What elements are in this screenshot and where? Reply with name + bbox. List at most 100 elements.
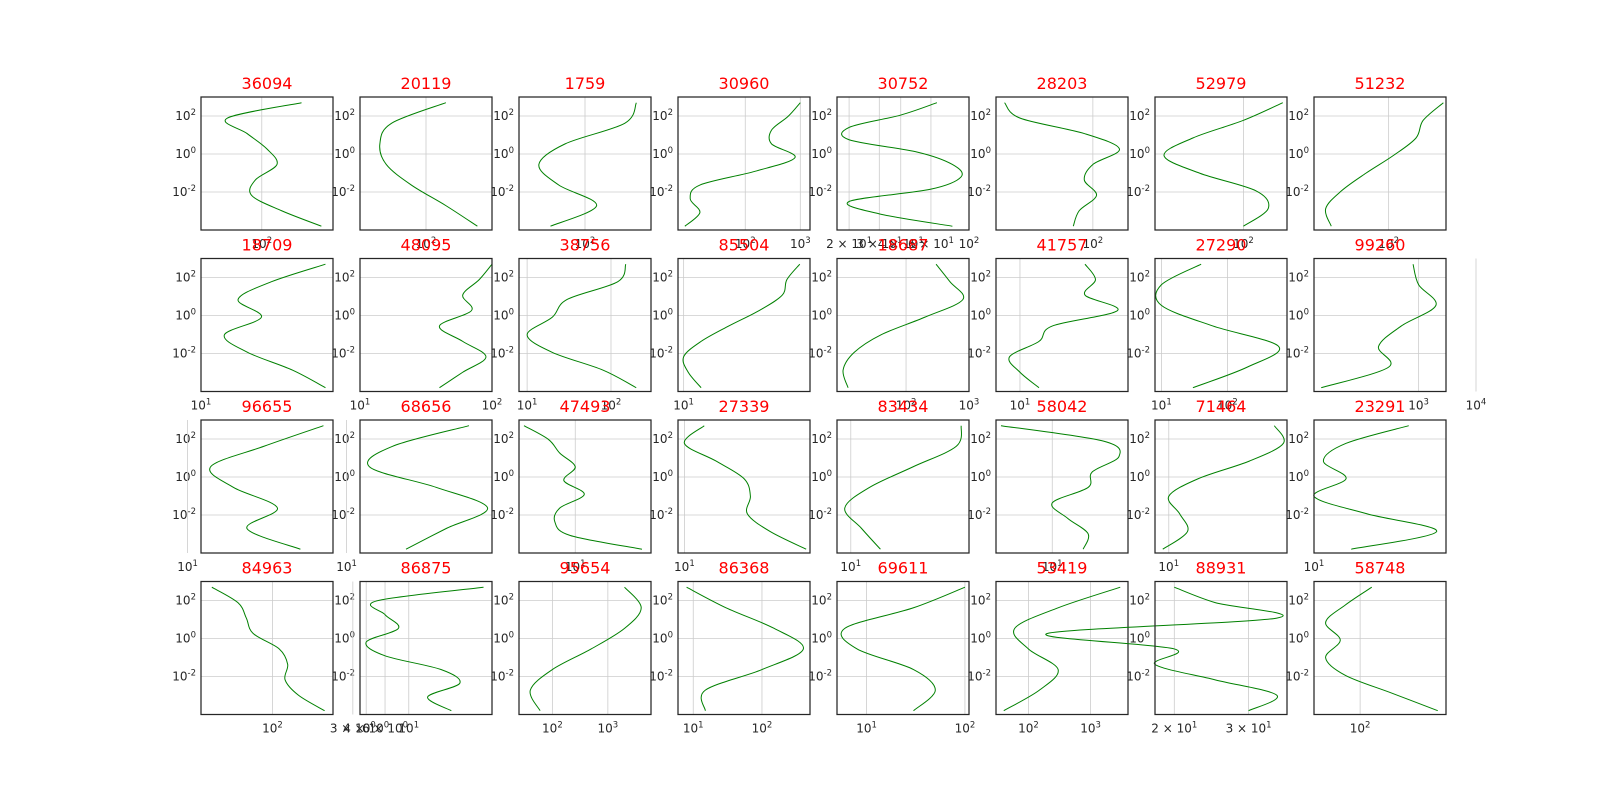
x-tick-label: 102 — [575, 236, 596, 251]
panel: 10-2 100 102 102 103 95654 — [490, 559, 652, 736]
y-tick-label: 10-2 — [967, 184, 991, 199]
axes-frame — [518, 580, 652, 716]
x-tick-label: 102 — [752, 721, 773, 736]
panel-title: 20119 — [401, 74, 452, 93]
series-line — [209, 425, 324, 550]
axes-frame — [200, 419, 334, 554]
y-tick-label: 102 — [175, 431, 196, 446]
x-tick-label: 102 — [1217, 398, 1238, 413]
y-tick-label: 10-2 — [490, 669, 514, 684]
panel: 10-2 100 102 103 104 99260 — [1285, 236, 1486, 413]
x-tick-label: 102 — [1233, 236, 1254, 251]
y-tick-label: 102 — [1288, 431, 1309, 446]
panel: 10-2 100 102 102 51232 — [1285, 74, 1447, 251]
y-tick-label: 100 — [652, 631, 673, 646]
y-tick-label: 100 — [493, 146, 514, 161]
x-tick-label: 103 — [1080, 721, 1101, 736]
y-tick-label: 10-2 — [649, 669, 673, 684]
x-tick-label: 101 — [336, 559, 357, 574]
axes-frame — [359, 580, 493, 716]
panel-title: 71464 — [1196, 397, 1247, 416]
y-tick-label: 10-2 — [808, 184, 832, 199]
y-tick-label: 102 — [1129, 108, 1150, 123]
panel-title: 84963 — [242, 559, 293, 578]
y-tick-label: 102 — [334, 270, 355, 285]
series-line — [211, 586, 325, 712]
y-tick-label: 102 — [493, 270, 514, 285]
series-line — [842, 263, 965, 388]
y-tick-label: 102 — [1129, 270, 1150, 285]
y-tick-label: 100 — [334, 308, 355, 323]
panel-title: 27339 — [719, 397, 770, 416]
y-tick-label: 100 — [334, 469, 355, 484]
y-tick-label: 100 — [811, 631, 832, 646]
panel: 10-2 100 102 101 23291 — [1285, 397, 1447, 574]
series-line — [223, 263, 326, 389]
x-tick-label: 101 — [517, 398, 538, 413]
x-tick-label: 102 — [542, 721, 563, 736]
panel: 10-2 100 102 102 103 30960 — [649, 74, 810, 251]
y-tick-label: 102 — [1288, 108, 1309, 123]
y-tick-label: 102 — [1288, 593, 1309, 608]
y-tick-label: 10-2 — [490, 507, 514, 522]
y-tick-label: 102 — [493, 593, 514, 608]
panel: 10-2 100 102 101 102 69611 — [808, 559, 975, 736]
y-tick-label: 100 — [175, 631, 196, 646]
x-tick-label: 102 — [482, 398, 503, 413]
panel: 10-2 100 102 101 18709 — [172, 236, 334, 413]
panel-title: 41757 — [1037, 236, 1088, 255]
axes-frame — [995, 419, 1129, 554]
y-tick-label: 102 — [970, 270, 991, 285]
x-tick-label: 101 — [674, 559, 695, 574]
y-tick-label: 102 — [1129, 431, 1150, 446]
panel: 10-2 100 102 102 52979 — [1126, 74, 1288, 251]
x-tick-label: 101 — [683, 721, 704, 736]
x-tick-label: 103 — [959, 398, 980, 413]
y-tick-label: 102 — [652, 593, 673, 608]
y-tick-label: 100 — [334, 146, 355, 161]
panel-title: 58042 — [1037, 397, 1088, 416]
y-tick-label: 102 — [652, 270, 673, 285]
panel: 10-2 100 102 101 96655 — [172, 397, 334, 574]
panel-title: 53419 — [1037, 559, 1088, 578]
y-tick-label: 100 — [970, 631, 991, 646]
y-tick-label: 102 — [334, 108, 355, 123]
panel: 10-2 100 102 101 68656 — [331, 397, 493, 574]
axes-frame — [518, 257, 652, 393]
y-tick-label: 102 — [970, 108, 991, 123]
y-tick-label: 10-2 — [649, 346, 673, 361]
x-tick-label: 102 — [262, 721, 283, 736]
x-tick-label: 101 — [350, 398, 371, 413]
y-tick-label: 100 — [652, 469, 673, 484]
y-tick-label: 10-2 — [967, 346, 991, 361]
series-line — [438, 263, 493, 389]
series-line — [686, 586, 804, 711]
series-line — [684, 102, 801, 227]
x-tick-label: 103 — [597, 721, 618, 736]
series-line — [1155, 263, 1281, 389]
y-tick-label: 10-2 — [1285, 346, 1309, 361]
x-tick-label: 102 — [896, 398, 917, 413]
x-tick-label: 103 — [790, 236, 811, 251]
panel: 10-2 100 102 102 84963 — [172, 559, 334, 736]
panel-title: 52979 — [1196, 74, 1247, 93]
axes-frame — [200, 96, 334, 231]
axes-frame — [836, 419, 970, 554]
y-tick-label: 100 — [1129, 146, 1150, 161]
y-tick-label: 102 — [334, 593, 355, 608]
x-tick-label: 3 × 101 — [856, 236, 902, 251]
axes-frame — [836, 257, 970, 393]
panel-title: 1759 — [565, 74, 606, 93]
x-tick-label: 101 — [673, 398, 694, 413]
y-tick-label: 10-2 — [331, 184, 355, 199]
panel-title: 48095 — [401, 236, 452, 255]
panel: 10-2 100 102 101 85504 — [649, 236, 811, 413]
axes-frame — [359, 257, 493, 393]
axes-frame — [1154, 257, 1288, 393]
axes-frame — [677, 96, 811, 231]
panel-title: 68656 — [401, 397, 452, 416]
y-tick-label: 100 — [1288, 631, 1309, 646]
x-tick-label: 3 × 101 — [1226, 721, 1272, 736]
axes-frame — [995, 96, 1129, 231]
